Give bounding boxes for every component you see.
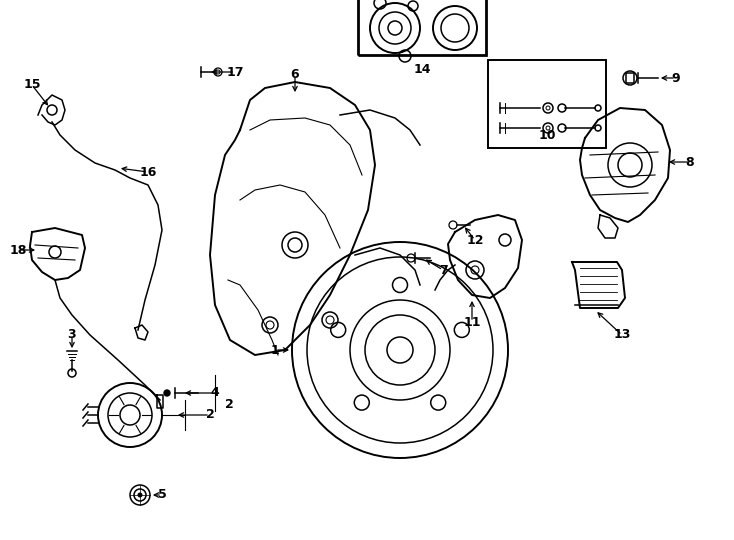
Text: 4: 4 [211,387,219,400]
Text: 10: 10 [538,129,556,142]
Bar [488,60,606,148]
Bar [626,73,634,83]
Text: 2: 2 [206,408,214,422]
Text: 5: 5 [158,489,167,502]
Text: 17: 17 [226,65,244,78]
Circle shape [137,492,142,497]
Text: 1: 1 [271,343,280,356]
Text: 9: 9 [672,71,680,84]
Text: 13: 13 [614,328,631,341]
Text: 14: 14 [413,63,431,76]
Bar [358,0,486,55]
Text: 3: 3 [68,328,76,341]
Text: 6: 6 [291,69,299,82]
Text: 18: 18 [10,244,26,256]
Text: 11: 11 [463,315,481,328]
Text: 2: 2 [225,399,233,411]
Circle shape [164,390,170,396]
Text: 8: 8 [686,156,694,168]
Text: 12: 12 [466,233,484,246]
Text: 16: 16 [139,165,156,179]
Text: 15: 15 [23,78,41,91]
Text: 7: 7 [439,264,448,276]
